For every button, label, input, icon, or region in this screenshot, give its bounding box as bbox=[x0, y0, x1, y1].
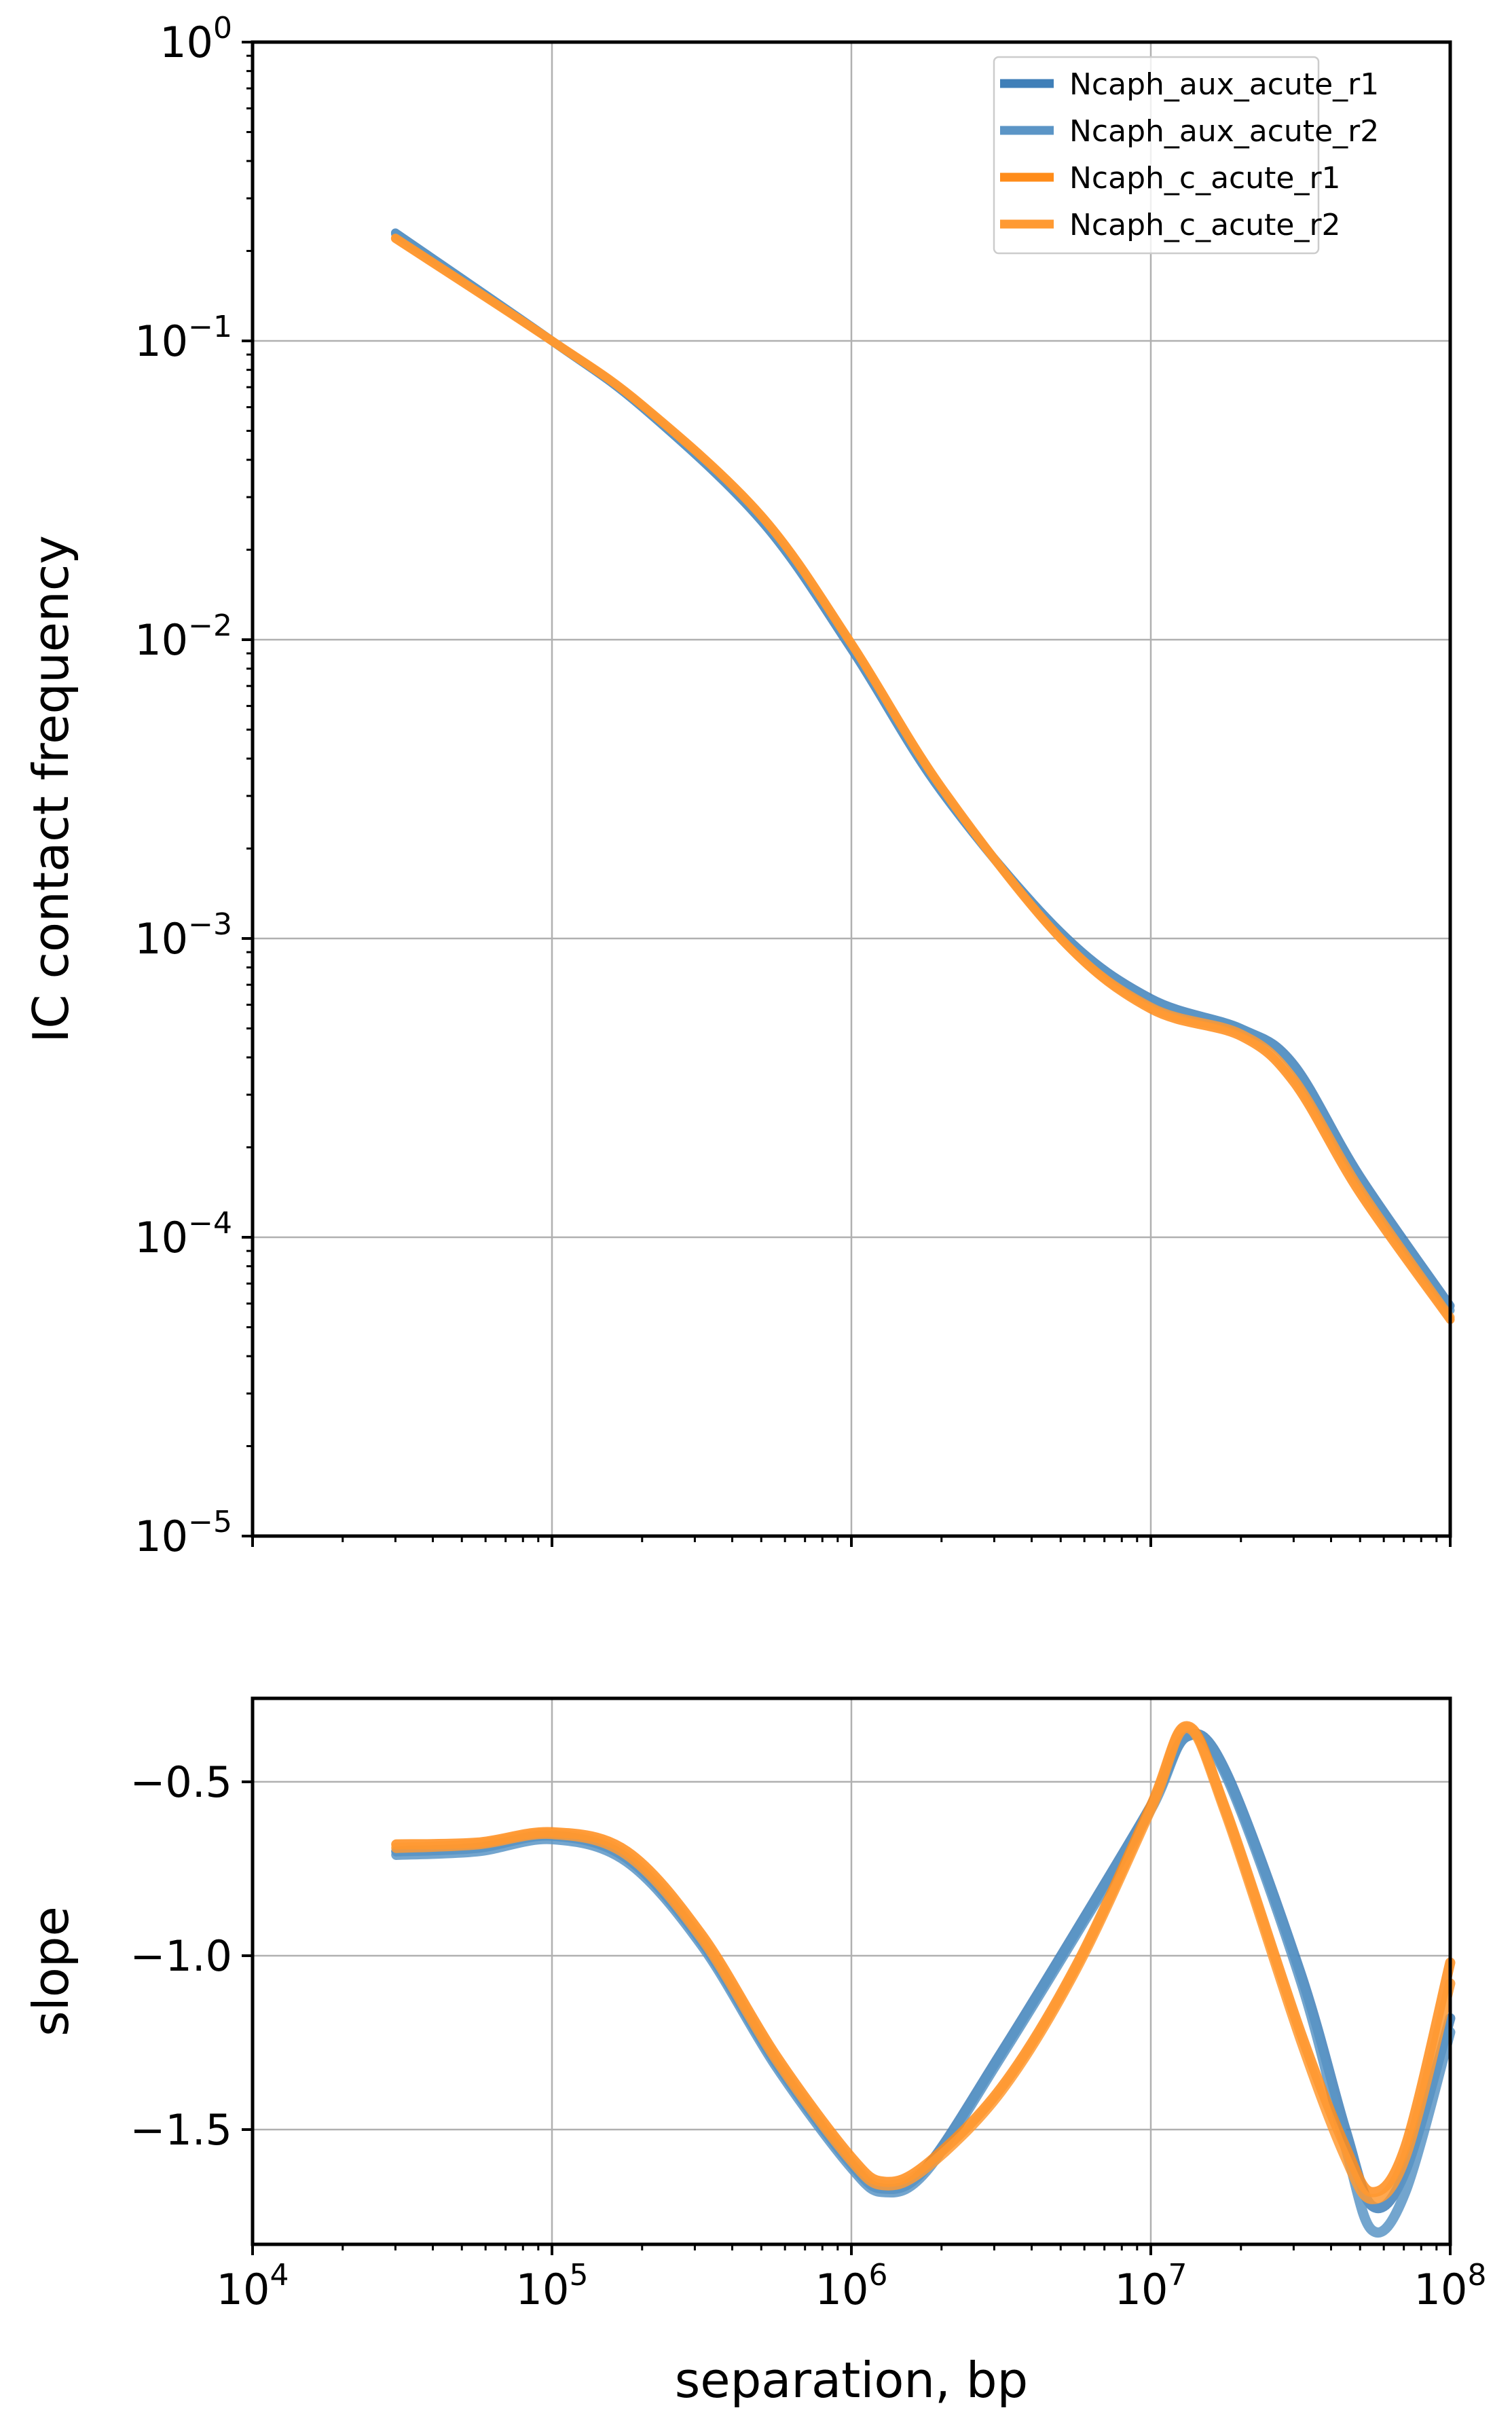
y-tick-label: −0.5 bbox=[130, 1757, 232, 1807]
y-tick-label: 10−3 bbox=[134, 907, 232, 964]
plot-frame bbox=[251, 1696, 1452, 2246]
legend: Ncaph_aux_acute_r1 Ncaph_aux_acute_r2 Ncap… bbox=[993, 56, 1379, 255]
top-y-axis-label: IC contact frequency bbox=[22, 535, 79, 1043]
slope-line-Ncaph_c_acute_r2 bbox=[391, 1723, 1456, 2204]
y-tick-label: −1.0 bbox=[130, 1931, 232, 1981]
plot-frame bbox=[251, 40, 1452, 1538]
x-tick-label: 107 bbox=[1115, 2258, 1187, 2314]
y-tick-label: 100 bbox=[160, 11, 232, 67]
x-tick-label: 106 bbox=[815, 2258, 888, 2314]
y-tick-label: 10−4 bbox=[134, 1206, 232, 1262]
bottom-y-axis-label: slope bbox=[22, 1906, 79, 2037]
legend-label: Ncaph_c_acute_r2 bbox=[1069, 208, 1341, 242]
contact-frequency-panel: 100 10−1 10−2 10−3 10−4 10−5 Ncaph_aux_acute_r… bbox=[134, 11, 1455, 1561]
legend-label: Ncaph_c_acute_r1 bbox=[1069, 161, 1341, 196]
legend-label: Ncaph_aux_acute_r1 bbox=[1069, 67, 1379, 102]
x-tick-label: 105 bbox=[516, 2258, 589, 2314]
y-tick-label: −1.5 bbox=[130, 2105, 232, 2155]
x-axis-label: separation, bp bbox=[675, 2352, 1028, 2409]
x-tick-label: 108 bbox=[1414, 2258, 1487, 2314]
y-tick-label: 10−1 bbox=[134, 310, 232, 366]
y-tick-label: 10−5 bbox=[134, 1505, 232, 1561]
legend-label: Ncaph_aux_acute_r2 bbox=[1069, 114, 1379, 149]
slope-panel: 104 105 106 107 108 −0.5 −1.0 −1.5 bbox=[130, 1696, 1487, 2314]
x-tick-label: 104 bbox=[217, 2258, 289, 2314]
legend-box bbox=[993, 56, 1320, 255]
y-tick-label: 10−2 bbox=[134, 608, 232, 665]
series-line-Ncaph_c_acute_r2 bbox=[390, 233, 1455, 1322]
